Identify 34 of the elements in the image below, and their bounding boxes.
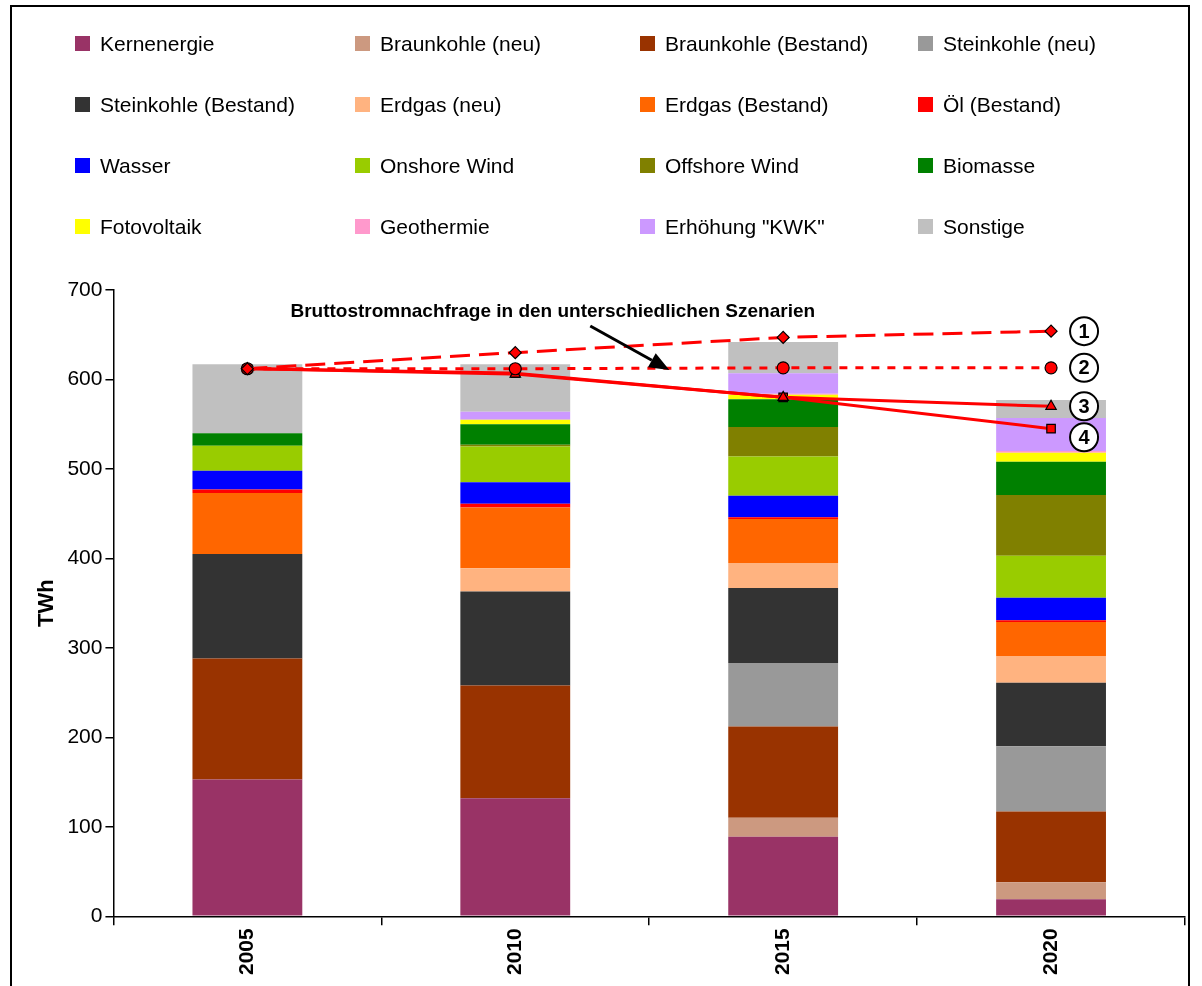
series-label: 4	[1078, 425, 1091, 448]
x-tick-label: 2005	[234, 927, 258, 975]
x-tick-label: 2020	[1037, 928, 1061, 975]
series-label: 3	[1078, 394, 1090, 417]
legend-label: Sonstige	[943, 214, 1025, 239]
y-tick-label: 500	[67, 455, 103, 479]
y-tick-label: 100	[67, 813, 103, 837]
legend-label: Onshore Wind	[380, 153, 515, 178]
legend-label: Öl (Bestand)	[943, 92, 1061, 117]
legend-label: Braunkohle (Bestand)	[665, 31, 869, 56]
legend-label: Geothermie	[380, 214, 490, 239]
y-tick-label: 300	[67, 634, 103, 658]
x-tick-label: 2010	[502, 928, 526, 975]
y-tick-label: 600	[67, 366, 103, 390]
y-tick-label: 700	[67, 276, 103, 300]
legend-label: Erdgas (Bestand)	[665, 92, 829, 117]
annotation: Bruttostromnachfrage in den unterschiedlichen Szenarien	[290, 300, 816, 322]
x-tick-label: 2015	[769, 927, 793, 975]
series-label: 1	[1078, 319, 1090, 342]
legend-label: Braunkohle (neu)	[380, 31, 542, 56]
legend-label: Wasser	[100, 153, 171, 178]
legend-label: Fotovoltaik	[100, 214, 202, 239]
legend-label: Erdgas (neu)	[380, 92, 502, 117]
y-tick-label: 0	[90, 903, 103, 927]
legend-label: Erhöhung "KWK"	[665, 214, 825, 239]
y-tick-label: 200	[67, 724, 103, 748]
y-tick-label: 400	[67, 545, 103, 569]
legend-label: Kernenergie	[100, 31, 215, 56]
legend-label: Steinkohle (neu)	[943, 31, 1096, 56]
y-axis-title: TWh	[33, 579, 59, 627]
legend-label: Steinkohle (Bestand)	[100, 92, 295, 117]
legend-label: Biomasse	[943, 153, 1036, 178]
legend-label: Offshore Wind	[665, 153, 799, 178]
series-label: 2	[1078, 356, 1090, 379]
